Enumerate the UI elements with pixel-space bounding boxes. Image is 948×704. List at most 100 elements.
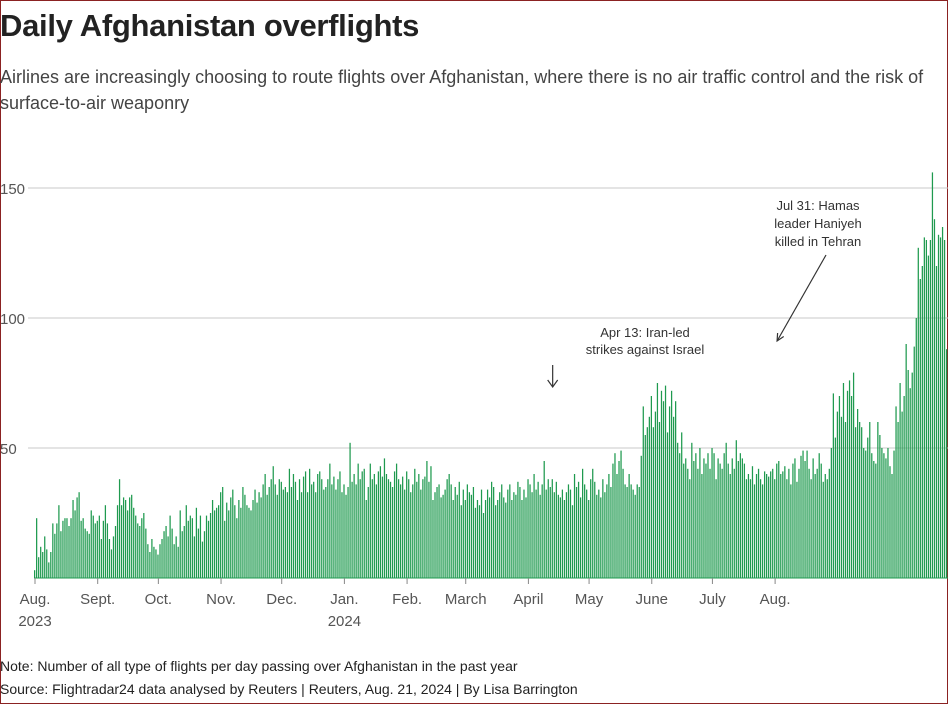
bar	[440, 497, 442, 578]
bar	[828, 468, 830, 578]
bar	[517, 481, 519, 578]
bar	[189, 515, 191, 578]
bar	[677, 442, 679, 578]
bar	[897, 422, 899, 578]
bar	[749, 479, 752, 578]
bar	[319, 471, 321, 578]
x-tick-label: Oct.	[145, 591, 173, 608]
bar	[311, 484, 313, 578]
y-tick-label-50: 50	[0, 441, 17, 458]
bar	[44, 536, 46, 578]
bar	[660, 390, 663, 578]
bar	[521, 500, 523, 578]
bar	[620, 450, 622, 578]
bar	[927, 255, 930, 578]
bar	[460, 505, 462, 578]
bar	[127, 510, 129, 578]
bar	[185, 505, 187, 578]
annotation-hamas-arrow-shaft	[776, 254, 827, 342]
x-tick-label-year: 2023	[18, 613, 51, 630]
bar	[90, 510, 92, 578]
bar	[733, 468, 735, 578]
bar	[476, 500, 479, 578]
bar	[462, 489, 464, 578]
bar	[941, 227, 944, 578]
bar	[857, 409, 859, 578]
bar	[464, 500, 466, 578]
bar	[294, 481, 297, 578]
bar	[173, 544, 175, 578]
bar	[484, 500, 487, 578]
bar	[373, 474, 375, 578]
bar	[824, 474, 826, 578]
bar	[137, 523, 139, 578]
bar	[420, 489, 422, 578]
bar	[240, 507, 242, 578]
bar	[280, 481, 282, 578]
bar	[513, 492, 515, 578]
bar	[397, 479, 400, 578]
bar	[644, 435, 646, 578]
bar	[527, 479, 529, 578]
bar	[482, 513, 485, 578]
x-tick-label: Sept.	[80, 591, 115, 608]
y-axis-ticks: 50 100 150	[0, 181, 25, 458]
bar	[907, 370, 909, 578]
bar	[444, 489, 446, 578]
bar	[903, 396, 905, 578]
bar	[875, 463, 877, 578]
bar	[709, 468, 711, 578]
bar	[937, 234, 940, 579]
bar	[549, 487, 551, 578]
bar	[569, 489, 572, 578]
bar	[446, 479, 448, 578]
x-tick-label-year: 2024	[328, 613, 361, 630]
bar	[385, 474, 388, 578]
bar	[731, 458, 733, 578]
bar	[309, 468, 311, 578]
bar	[345, 494, 347, 578]
bar	[919, 279, 921, 578]
bar	[935, 266, 938, 578]
bar	[300, 492, 303, 578]
bar	[78, 492, 80, 578]
bar	[282, 489, 284, 578]
bar	[929, 240, 932, 578]
bar	[215, 507, 218, 578]
bar	[315, 492, 317, 578]
bar	[877, 422, 879, 578]
x-tick-label: Jan.	[330, 591, 358, 608]
bar	[525, 497, 527, 578]
y-tick-label-150: 150	[0, 181, 25, 198]
bar	[424, 476, 426, 578]
chart-note: Note: Number of all type of flights per …	[0, 658, 518, 674]
bar	[367, 487, 369, 578]
bar	[432, 500, 434, 578]
bar	[68, 526, 70, 578]
bar	[529, 484, 531, 578]
bar	[499, 492, 501, 578]
x-tick-label: June	[635, 591, 668, 608]
bar	[737, 461, 739, 578]
bar	[418, 474, 420, 578]
x-tick-label: Nov.	[206, 591, 236, 608]
bar	[768, 476, 770, 578]
bar	[687, 468, 689, 578]
bar	[116, 505, 119, 578]
x-tick-label: July	[699, 591, 726, 608]
bar	[114, 526, 117, 578]
bar	[614, 453, 616, 578]
bar	[108, 539, 111, 578]
bar	[177, 546, 179, 578]
bar	[679, 453, 681, 578]
bar	[753, 484, 756, 578]
bar	[288, 468, 291, 578]
bar	[579, 497, 582, 578]
bar	[741, 458, 743, 578]
bar	[84, 528, 86, 578]
bar	[689, 479, 691, 578]
bar	[486, 489, 489, 578]
bar	[410, 492, 412, 578]
bar	[133, 507, 135, 578]
bar	[850, 396, 853, 578]
